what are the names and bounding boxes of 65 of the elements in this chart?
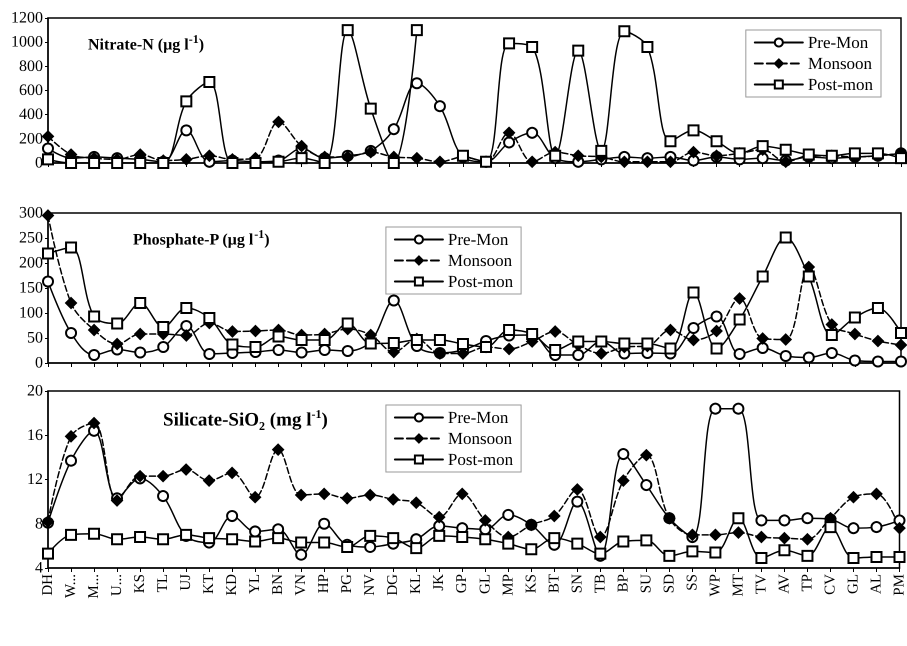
x-tick-label: UJ: [178, 574, 194, 591]
x-tick-label: HP: [316, 574, 332, 594]
x-tick-label: SD: [661, 574, 678, 594]
x-tick-label: AL: [868, 574, 884, 594]
x-tick-label: KD: [224, 574, 240, 596]
legend-label: Monsoon: [448, 251, 513, 270]
legend-label: Post-mon: [448, 272, 514, 291]
x-tick-label: SU: [638, 574, 654, 594]
x-tick-label: SS: [684, 574, 700, 591]
x-tick-label: WP: [707, 574, 724, 596]
x-tick-label: VN: [293, 574, 310, 596]
x-tick-label: KT: [201, 574, 218, 594]
legend-label: Post-mon: [808, 75, 874, 94]
x-tick-label: CV: [822, 574, 838, 595]
legend-label: Post-mon: [448, 450, 514, 469]
legend-label: Pre-Mon: [448, 408, 509, 427]
x-tick-label: M...: [86, 574, 102, 599]
y-tick-label: 0: [35, 354, 43, 372]
y-tick-label: 4: [35, 560, 43, 576]
x-tick-label: KS: [132, 574, 148, 594]
legend-label: Monsoon: [808, 54, 873, 73]
y-tick-label: 1200: [11, 10, 43, 26]
x-tick-label: KL: [408, 574, 424, 594]
x-tick-label: PG: [339, 574, 356, 594]
y-tick-label: 250: [19, 230, 43, 246]
y-tick-label: 150: [19, 280, 43, 296]
x-tick-label: SN: [569, 574, 586, 594]
y-tick-label: 1000: [11, 34, 43, 51]
y-tick-label: 50: [27, 330, 43, 346]
x-tick-label: W...: [63, 574, 80, 598]
x-tick-label: MP: [500, 574, 516, 596]
y-tick-label: 800: [19, 58, 43, 75]
y-tick-label: 12: [27, 471, 43, 488]
x-tick-label: DH: [40, 574, 56, 596]
x-tick-label: DG: [385, 574, 402, 596]
x-tick-label: TP: [799, 574, 816, 592]
y-tick-label: 8: [35, 515, 43, 532]
x-tick-label: PM: [892, 574, 907, 596]
y-tick-label: 100: [19, 304, 43, 322]
x-tick-label: U...: [109, 574, 126, 596]
y-tick-label: 400: [19, 106, 43, 124]
x-tick-label: AV: [776, 574, 792, 594]
y-tick-label: 200: [19, 254, 43, 272]
x-tick-label: GP: [454, 574, 470, 594]
x-tick-label: JK: [431, 574, 448, 591]
x-tick-label: TV: [753, 574, 770, 594]
legend-label: Pre-Mon: [448, 230, 509, 249]
x-tick-label: MT: [730, 574, 746, 596]
x-tick-label: BN: [270, 574, 286, 595]
x-tick-label: KS: [523, 574, 540, 594]
y-tick-label: 600: [19, 82, 43, 99]
x-tick-label: BT: [546, 574, 562, 594]
legend-label: Monsoon: [448, 429, 513, 448]
x-tick-label: YL: [247, 574, 264, 594]
x-tick-label: TB: [592, 574, 608, 594]
x-tick-label: GL: [477, 574, 494, 594]
y-tick-label: 16: [27, 426, 43, 444]
x-tick-label: GL: [845, 574, 862, 594]
x-tick-label: NV: [362, 574, 378, 596]
x-tick-label: TL: [155, 574, 172, 592]
y-tick-label: 300: [19, 204, 43, 222]
x-tick-label: BP: [615, 574, 632, 592]
y-tick-label: 20: [27, 382, 43, 400]
legend-label: Pre-Mon: [808, 33, 869, 52]
y-tick-label: 200: [19, 130, 43, 148]
